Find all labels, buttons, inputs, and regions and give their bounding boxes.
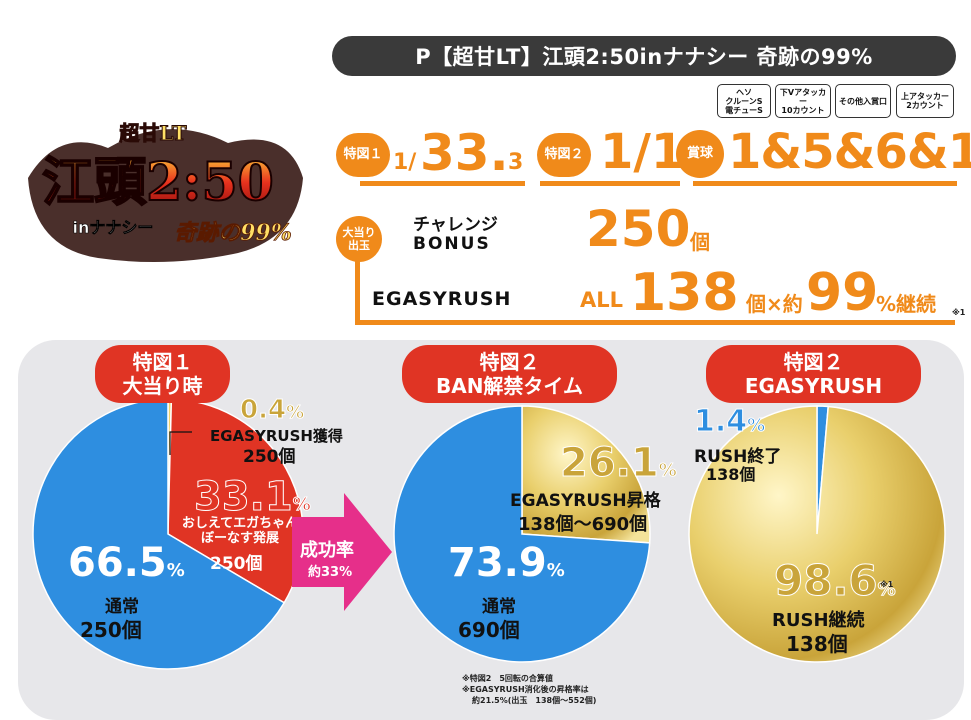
chart2-slice1-pct-value: 26.1: [560, 440, 660, 487]
chart1-slice1-pct: 0.4%: [239, 395, 305, 426]
chart3-slice1-label: RUSH終了: [694, 447, 782, 467]
chart1-slice1-pct-value: 0.4: [239, 395, 287, 426]
chart2-slice1-label: EGASYRUSH昇格: [510, 491, 661, 511]
arrow-label: 成功率: [300, 540, 354, 561]
prize-box-other: その他入賞口: [835, 84, 891, 118]
footnote-3: 約21.5%(出玉 138個〜552個): [472, 696, 597, 705]
chart1-slice3-sub: 250個: [80, 618, 142, 642]
rush-suffix: %継続: [876, 292, 937, 316]
chart1-slice1-sub: 250個: [243, 447, 296, 467]
tokuzu1-value: 33.: [420, 124, 509, 182]
chart1-slice-3: [32, 398, 286, 670]
chart2-slice-2: [393, 405, 651, 663]
game-logo: 超甘LT 江頭2:50 inナナシー 奇跡の99%: [18, 118, 308, 268]
chart3-header-line1: 特図２: [783, 350, 844, 374]
chart2-slice2-sub: 690個: [458, 618, 520, 642]
rush-mid: 個×約: [746, 292, 803, 316]
footnote-2: ※EGASYRUSH消化後の昇格率は: [462, 685, 589, 694]
logo-line2: 江頭2:50: [42, 152, 274, 213]
page-title: P【超甘LT】江頭2:50inナナシー 奇跡の99%: [332, 36, 956, 76]
tokuzu1-badge: 特図１: [336, 133, 390, 177]
prize-box-heso: ヘソ クルーンS 電チューS: [717, 84, 771, 118]
chart1-slice3-pct: 66.5%: [68, 540, 185, 586]
rush-note: ※1: [952, 308, 966, 317]
chart2-header-line1: 特図２: [479, 350, 540, 374]
chart2-slice2-label: 通常: [482, 597, 516, 617]
chart2-slice1-pct: 26.1%: [560, 440, 678, 487]
frame-line-shokyu: [693, 181, 957, 186]
bonus-unit: 個: [690, 230, 710, 254]
chart1-slice3-label: 通常: [105, 597, 139, 617]
chart2-header-line2: BAN解禁タイム: [435, 374, 584, 398]
chart3-slice2-note: ※1: [880, 580, 894, 589]
chart2-slice2-pct: 73.9%: [448, 540, 565, 586]
chart1-header: 特図１ 大当り時: [95, 345, 230, 403]
chart2-slice2-pct-value: 73.9: [448, 540, 547, 586]
logo-line4: 奇跡の99%: [174, 220, 292, 246]
chart1-header-line1: 特図１: [132, 350, 193, 374]
chart1-slice3-pct-value: 66.5: [68, 540, 167, 586]
chart1-slice2-sub: 250個: [210, 554, 263, 574]
tokuzu2-badge: 特図２: [537, 133, 591, 177]
frame-line-payout-bottom: [355, 320, 955, 325]
shokyu-badge: 賞球: [676, 130, 724, 178]
rush-prefix: ALL: [580, 288, 624, 312]
chart3-slice-2: [688, 405, 946, 663]
rush-label: EGASYRUSH: [372, 288, 512, 310]
prize-box-lower-attacker: 下Vアタッカー 10カウント: [775, 84, 831, 118]
tokuzu2-value: 1/1: [600, 124, 685, 180]
footnote-1: ※特図2 5回転の合算値: [462, 674, 553, 683]
chart3-slice1-pct: 1.4%: [693, 404, 766, 440]
tokuzu1-suffix: 3: [508, 150, 524, 175]
chart3-slice2-sub: 138個: [786, 632, 848, 656]
chart1-header-line2: 大当り時: [122, 374, 203, 398]
frame-line-payout-vertical: [355, 235, 360, 325]
bonus-value: 250: [586, 200, 691, 258]
prize-box-upper-attacker: 上アタッカー 2カウント: [896, 84, 954, 118]
chart1-leader-line: [169, 431, 192, 455]
payout-badge: 大当り 出玉: [336, 216, 382, 262]
bonus-label-line1: チャレンジ: [413, 215, 498, 235]
chart1-slice2-label: おしえてエガちゃん ぼーなす発展: [181, 516, 299, 546]
rush-value: 138: [630, 263, 739, 323]
chart2-slice-1: [521, 405, 651, 544]
logo-line3: inナナシー: [73, 218, 154, 237]
chart3-slice2-pct: 98.6%: [774, 556, 897, 606]
logo-line1: 超甘LT: [118, 121, 186, 145]
chart3-slice1-sub: 138個: [706, 465, 756, 484]
bonus-label-line2: BONUS: [413, 234, 491, 254]
chart2-header: 特図２ BAN解禁タイム: [402, 345, 617, 403]
chart3-slice2-label: RUSH継続: [772, 610, 865, 631]
rush-pct: 99: [806, 263, 879, 323]
chart1-slice2-pct-value: 33.1: [194, 474, 294, 521]
frame-line-tokuzu2: [540, 181, 680, 186]
chart2-slice1-sub: 138個〜690個: [518, 514, 648, 535]
arrow-sub: 約33%: [308, 565, 353, 580]
chart1-slice2-pct: 33.1%: [194, 474, 312, 521]
chart3-slice2-pct-value: 98.6: [774, 556, 879, 606]
shokyu-value: 1&5&6&11: [728, 124, 971, 180]
chart1-slice1-label: EGASYRUSH獲得: [210, 427, 343, 445]
frame-line-tokuzu1: [360, 181, 525, 186]
chart3-slice1-pct-value: 1.4: [693, 404, 748, 440]
chart3-header: 特図２ EGASYRUSH: [706, 345, 921, 403]
chart3-header-line2: EGASYRUSH: [744, 374, 883, 398]
success-arrow-icon: [292, 493, 392, 611]
tokuzu1-prefix: 1/: [393, 150, 417, 175]
